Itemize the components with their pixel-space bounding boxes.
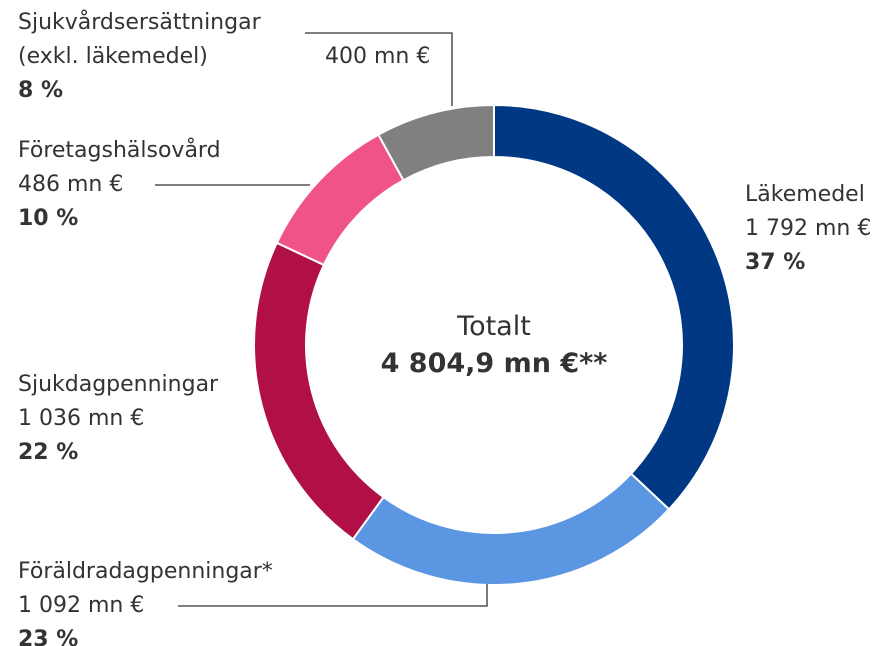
donut-slice bbox=[351, 472, 671, 586]
donut-slice bbox=[275, 133, 405, 267]
donut-slice bbox=[377, 103, 495, 182]
slice-label: Sjukdagpenningar 1 036 mn € 22 % bbox=[18, 368, 218, 470]
amount-label: 1 036 mn € bbox=[18, 406, 145, 431]
leader-line bbox=[305, 32, 453, 106]
percent-label: 10 % bbox=[18, 206, 79, 231]
percent-label: 37 % bbox=[745, 250, 806, 275]
center-title: Totalt bbox=[456, 311, 531, 342]
amount-label: 1 092 mn € bbox=[18, 593, 145, 618]
donut-slice bbox=[493, 103, 735, 511]
category-label: Sjukvårdsersättningar (exkl. läkemedel) bbox=[18, 10, 261, 69]
category-label: Föräldradagpenningar* bbox=[18, 559, 273, 584]
slice-label: Föräldradagpenningar* 1 092 mn € 23 % bbox=[18, 555, 273, 646]
category-label: Sjukdagpenningar bbox=[18, 372, 219, 397]
amount-label: 400 mn € bbox=[325, 44, 431, 69]
slice-label: Sjukvårdsersättningar (exkl. läkemedel) … bbox=[18, 6, 430, 108]
slice-label: Läkemedel 1 792 mn € 37 % bbox=[745, 178, 871, 280]
percent-label: 23 % bbox=[18, 627, 79, 646]
amount-label: 1 792 mn € bbox=[745, 216, 872, 241]
leader-line bbox=[178, 584, 488, 607]
center-value: 4 804,9 mn €** bbox=[381, 348, 608, 379]
category-label: Läkemedel bbox=[745, 182, 865, 207]
amount-label: 486 mn € bbox=[18, 172, 124, 197]
category-label: Företagshälsovård bbox=[18, 138, 221, 163]
slice-label: Företagshälsovård 486 mn € 10 % bbox=[18, 134, 221, 236]
percent-label: 22 % bbox=[18, 440, 79, 465]
donut-slice bbox=[253, 241, 385, 541]
percent-label: 8 % bbox=[18, 78, 64, 103]
